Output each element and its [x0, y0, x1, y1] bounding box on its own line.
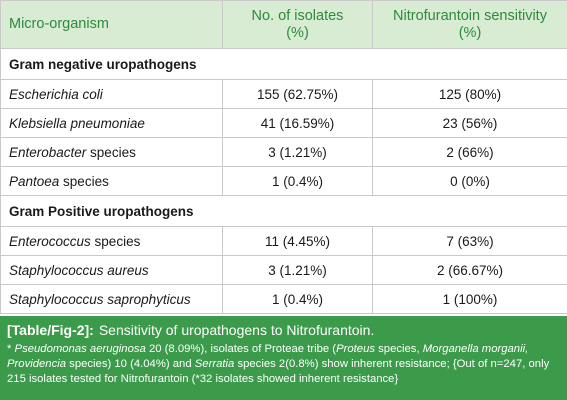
sensitivity-cell: 2 (66%) [372, 137, 567, 167]
note-text: Pseudomonas aeruginosa [14, 343, 146, 355]
caption: [Table/Fig-2]: Sensitivity of uropathogen… [0, 316, 567, 400]
section-row: Gram negative uropathogens [0, 48, 567, 80]
note-text: species) 10 (4.04%) and [66, 358, 195, 370]
header-line: (%) [458, 24, 482, 41]
isolates-cell: 11 (4.45%) [222, 226, 373, 256]
isolates-cell: 1 (0.4%) [222, 284, 373, 314]
section-row: Gram Positive uropathogens [0, 195, 567, 227]
organism-text: species [90, 233, 141, 249]
organism-text: Enterococcus [9, 233, 91, 249]
organism-cell: Enterococcus species [0, 226, 223, 256]
data-table: Micro-organism No. of isolates (%) Nitrofur… [0, 0, 567, 314]
organism-text: Escherichia coli [9, 86, 103, 102]
table-body: Gram negative uropathogens Escherichia co… [0, 48, 567, 314]
organism-text: Staphylococcus saprophyticus [9, 291, 191, 307]
organism-cell: Pantoea species [0, 166, 223, 196]
organism-cell: Klebsiella pneumoniae [0, 108, 223, 138]
organism-text: Enterobacter [9, 144, 87, 160]
organism-cell: Enterobacter species [0, 137, 223, 167]
organism-cell: Escherichia coli [0, 79, 223, 109]
organism-text: species [59, 173, 109, 189]
note-text: 20 (8.09%), isolates of Proteae tribe ( [145, 343, 337, 355]
header-line: (%) [286, 24, 309, 41]
note-text: Serratia [194, 358, 235, 370]
data-row: Pantoea species 1 (0.4%) 0 (0%) [0, 166, 567, 196]
sensitivity-cell: 125 (80%) [372, 79, 567, 109]
header-row: Micro-organism No. of isolates (%) Nitrofur… [0, 0, 567, 49]
note-text: * [7, 343, 15, 355]
isolates-cell: 155 (62.75%) [222, 79, 373, 109]
data-row: Enterobacter species 3 (1.21%) 2 (66%) [0, 137, 567, 167]
data-row: Staphylococcus aureus 3 (1.21%) 2 (66.67%) [0, 255, 567, 285]
isolates-cell: 41 (16.59%) [222, 108, 373, 138]
organism-text: Klebsiella pneumoniae [9, 115, 145, 131]
data-row: Enterococcus species 11 (4.45%) 7 (63%) [0, 226, 567, 256]
note-text: Proteus [336, 343, 376, 355]
isolates-cell: 3 (1.21%) [222, 137, 373, 167]
organism-text: species [86, 144, 136, 160]
header-line: Micro-organism [9, 16, 109, 32]
organism-cell: Staphylococcus saprophyticus [0, 284, 223, 314]
data-row: Klebsiella pneumoniae 41 (16.59%) 23 (56%) [0, 108, 567, 138]
isolates-cell: 3 (1.21%) [222, 255, 373, 285]
note-text: species 2(0.8%) show inherent resistance… [7, 358, 550, 385]
caption-label: [Table/Fig-2]: [7, 322, 94, 338]
caption-text: Sensitivity of uropathogens to Nitrofura… [98, 322, 375, 338]
sensitivity-cell: 1 (100%) [372, 284, 567, 314]
sensitivity-cell: 2 (66.67%) [372, 255, 567, 285]
sensitivity-cell: 7 (63%) [372, 226, 567, 256]
header-line: No. of isolates [251, 7, 344, 24]
sensitivity-cell: 0 (0%) [372, 166, 567, 196]
organism-text: Pantoea [9, 173, 60, 189]
header-cell: No. of isolates (%) [222, 0, 373, 49]
section-title: Gram negative uropathogens [0, 48, 567, 80]
header-cell: Micro-organism [0, 0, 223, 49]
data-row: Staphylococcus saprophyticus 1 (0.4%) 1 (1… [0, 284, 567, 314]
organism-cell: Staphylococcus aureus [0, 255, 223, 285]
header-line: Nitrofurantoin sensitivity [393, 7, 547, 24]
note-text: Morganella morganii, Providencia [7, 343, 529, 370]
organism-text: Staphylococcus aureus [9, 262, 149, 278]
caption-title: [Table/Fig-2]: Sensitivity of uropathogen… [7, 322, 560, 339]
caption-note: * Pseudomonas aeruginosa 20 (8.09%), iso… [7, 342, 560, 387]
note-text: species, [375, 343, 423, 355]
isolates-cell: 1 (0.4%) [222, 166, 373, 196]
sensitivity-cell: 23 (56%) [372, 108, 567, 138]
data-row: Escherichia coli 155 (62.75%) 125 (80%) [0, 79, 567, 109]
section-title: Gram Positive uropathogens [0, 195, 567, 227]
header-cell: Nitrofurantoin sensitivity (%) [372, 0, 567, 49]
